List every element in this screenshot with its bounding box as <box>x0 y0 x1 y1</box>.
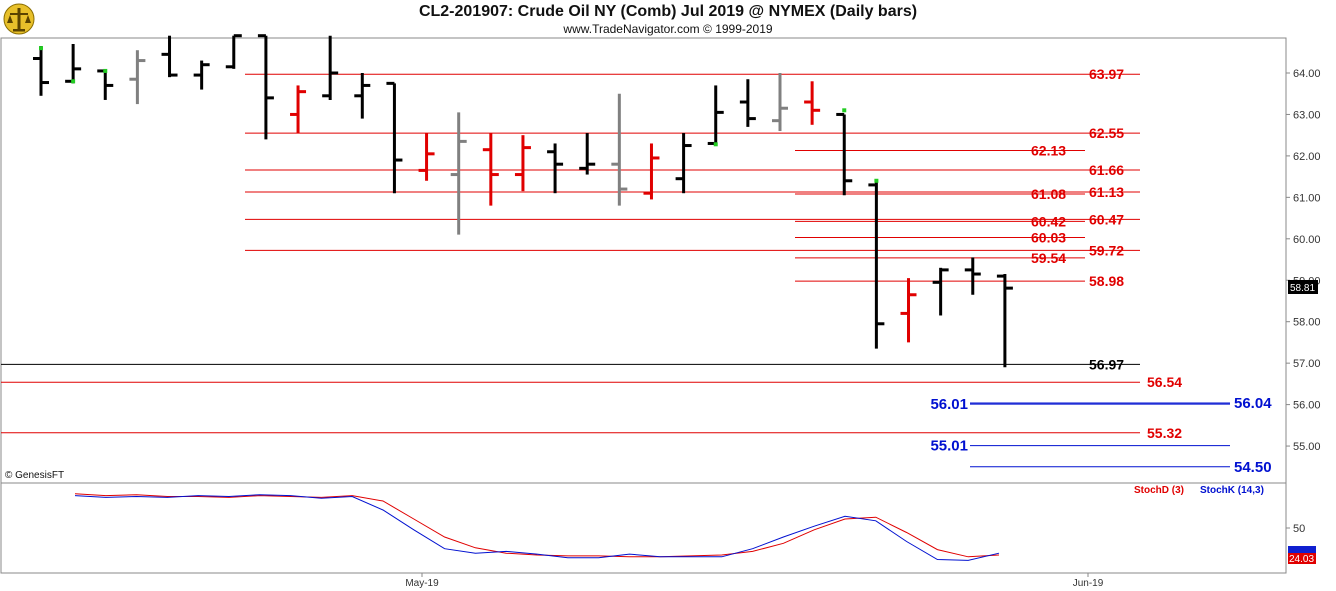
level-label: 56.04 <box>1234 395 1272 412</box>
stoch-last-badge: 24.03 <box>1289 554 1314 565</box>
chart-title: CL2-201907: Crude Oil NY (Comb) Jul 2019… <box>418 3 918 20</box>
price-axis-tick-label: 63.00 <box>1293 109 1321 121</box>
level-label: 59.54 <box>1031 250 1066 266</box>
price-axis-tick-label: 62.00 <box>1293 151 1321 163</box>
price-axis-tick-label: 64.00 <box>1293 68 1321 80</box>
trade-navigator-logo-icon <box>3 3 35 35</box>
time-axis: May-19 Jun-19 <box>405 573 1104 589</box>
signal-marker <box>842 108 847 113</box>
level-label: 54.50 <box>1234 459 1272 476</box>
level-label: 60.03 <box>1031 230 1066 246</box>
level-label: 58.98 <box>1089 273 1124 289</box>
price-axis-tick-label: 60.00 <box>1293 234 1321 246</box>
chart-subtitle: www.TradeNavigator.com © 1999-2019 <box>563 22 773 36</box>
stochd-line <box>74 493 1000 558</box>
ohlc-bars <box>33 34 1013 368</box>
level-label: 62.55 <box>1089 125 1124 141</box>
time-axis-label: Jun-19 <box>1073 578 1104 589</box>
price-axis-tick-label: 61.00 <box>1293 192 1321 204</box>
signal-marker <box>71 79 76 84</box>
level-label: 59.72 <box>1089 242 1124 258</box>
price-panel-frame <box>0 37 1287 484</box>
stoch-badge-top <box>1288 546 1316 553</box>
stochk-legend: StochK (14,3) <box>1200 485 1264 496</box>
level-label: 56.01 <box>930 396 968 413</box>
level-label: 61.66 <box>1089 162 1124 178</box>
copyright-label: © GenesisFT <box>5 470 64 481</box>
stoch-badge-bottom <box>1288 553 1316 564</box>
level-label: 61.13 <box>1089 184 1124 200</box>
price-axis-tick-label: 57.00 <box>1293 358 1321 370</box>
level-label: 60.47 <box>1089 211 1124 227</box>
stochk-line <box>74 494 1000 561</box>
price-axis-tick-label: 58.00 <box>1293 317 1321 329</box>
time-axis-label: May-19 <box>405 578 439 589</box>
level-label: 61.08 <box>1031 186 1066 202</box>
level-label: 60.42 <box>1031 213 1066 229</box>
signal-marker <box>103 68 108 73</box>
level-label: 62.13 <box>1031 143 1066 159</box>
support-resistance-levels: 63.97 62.55 62.13 61.66 61.13 61.08 60.47 60.42… <box>1 66 1272 476</box>
last-price-badge: 58.81 <box>1290 283 1315 294</box>
level-label: 56.97 <box>1089 356 1124 372</box>
chart-header: CL2-201907: Crude Oil NY (Comb) Jul 2019… <box>0 0 1336 38</box>
signal-marker <box>713 142 718 147</box>
price-axis-tick-label: 55.00 <box>1293 441 1321 453</box>
stoch-axis-tick-label: 50 <box>1293 523 1305 535</box>
signal-marker <box>874 178 879 183</box>
level-label: 55.01 <box>930 438 968 455</box>
level-label: 55.32 <box>1147 425 1182 441</box>
price-axis-tick-label: 56.00 <box>1293 400 1321 412</box>
price-axis: 64.0063.0062.0061.0060.0059.0058.0057.00… <box>1286 68 1321 453</box>
last-price-badge-bg <box>1288 280 1318 294</box>
level-label: 56.54 <box>1147 374 1182 390</box>
level-label: 63.97 <box>1089 66 1124 82</box>
stochastic-panel: 50 <box>74 493 1305 561</box>
stochd-legend: StochD (3) <box>1134 485 1184 496</box>
signal-marker <box>39 46 43 51</box>
